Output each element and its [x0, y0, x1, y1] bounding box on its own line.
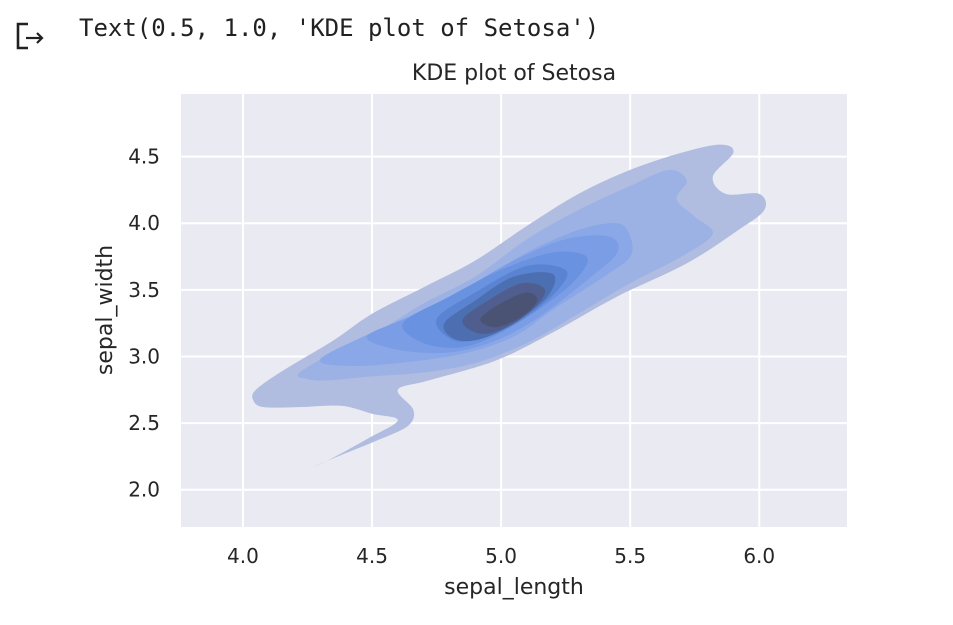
chart-title: KDE plot of Setosa: [412, 61, 616, 86]
y-tick-label: 2.5: [128, 411, 160, 435]
y-tick-label: 3.0: [128, 344, 160, 368]
y-tick-label: 4.5: [128, 145, 160, 169]
y-tick-label: 2.0: [128, 478, 160, 502]
x-tick-label: 5.5: [614, 544, 646, 568]
cell-output-text: Text(0.5, 1.0, 'KDE plot of Setosa'): [79, 14, 600, 42]
y-tick-labels: 2.0 2.5 3.0 3.5 4.0 4.5: [128, 145, 160, 502]
y-axis-label: sepal_width: [93, 245, 118, 375]
output-arrow-icon: [16, 22, 44, 50]
x-tick-label: 4.0: [227, 544, 259, 568]
kde-contour-level-9: [480, 292, 538, 328]
x-tick-labels: 4.0 4.5 5.0 5.5 6.0: [227, 544, 775, 568]
x-axis-label: sepal_length: [444, 575, 584, 600]
y-tick-label: 3.5: [128, 278, 160, 302]
kde-contours: [252, 144, 767, 468]
x-tick-label: 6.0: [743, 544, 775, 568]
x-tick-label: 4.5: [356, 544, 388, 568]
y-tick-label: 4.0: [128, 211, 160, 235]
x-tick-label: 5.0: [485, 544, 517, 568]
